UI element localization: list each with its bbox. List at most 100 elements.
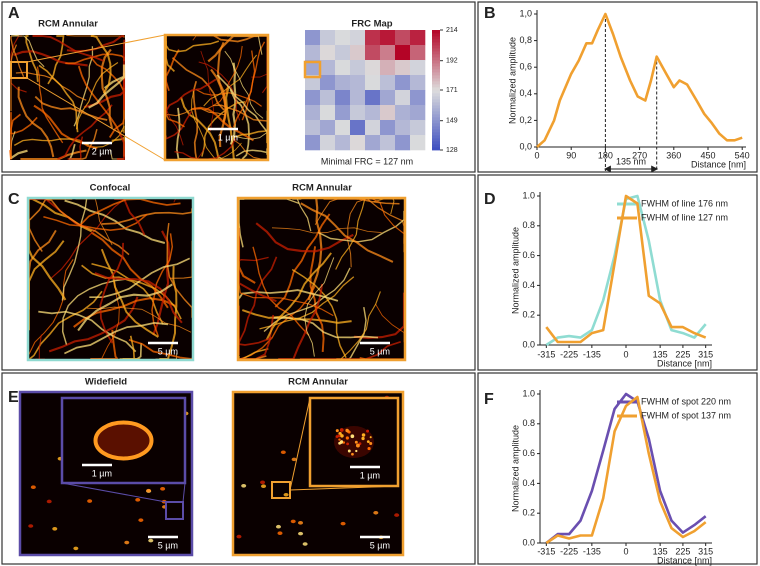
- colorbar-step: [432, 96, 440, 100]
- zoom-link: [182, 482, 186, 503]
- scale-label: 1 µm: [218, 132, 238, 142]
- colorbar-step: [432, 102, 440, 106]
- cell-spot: [302, 542, 308, 546]
- series-line: [545, 392, 707, 545]
- heat-cell: [335, 90, 351, 106]
- filament: [28, 290, 103, 360]
- x-axis-label: Distance [nm]: [657, 358, 712, 368]
- cell-spot: [340, 521, 346, 526]
- filament: [180, 96, 220, 160]
- heat-cell: [335, 120, 351, 136]
- filament: [198, 61, 241, 121]
- cell-spot: [73, 546, 79, 551]
- cell-spot: [30, 485, 36, 490]
- cell-spot: [275, 524, 281, 529]
- cell-spot: [28, 524, 34, 528]
- cell-spot: [369, 441, 373, 446]
- colorbar-step: [432, 99, 440, 103]
- filament: [152, 230, 171, 336]
- heat-cell: [395, 75, 411, 91]
- y-tick-label: 0.0: [522, 339, 535, 349]
- heat-cell: [335, 30, 351, 46]
- cell-spot: [241, 483, 247, 488]
- heat-cell: [350, 120, 366, 136]
- colorbar-step: [432, 72, 440, 76]
- filament: [238, 289, 339, 302]
- filament: [86, 306, 192, 333]
- heat-cell: [380, 120, 396, 136]
- x-tick-label: 135: [653, 349, 668, 359]
- heat-cell: [335, 45, 351, 61]
- cell-spot: [280, 450, 286, 455]
- heat-cell: [320, 60, 336, 76]
- heat-cell: [320, 135, 336, 151]
- cell-spot: [355, 443, 360, 448]
- filament: [216, 74, 268, 132]
- filament: [265, 252, 332, 341]
- cell-spot: [291, 457, 297, 462]
- y-tick-label: 0.0: [522, 537, 535, 547]
- image-border: [308, 396, 400, 488]
- panel-label: B: [484, 5, 496, 22]
- cell-spot: [373, 510, 379, 515]
- filament: [25, 35, 39, 82]
- cell-spot: [355, 449, 358, 453]
- cell-spot: [347, 449, 351, 453]
- panel-frame: [477, 174, 758, 371]
- x-tick-label: 0: [623, 546, 628, 556]
- cell-spot: [394, 513, 400, 517]
- heat-cell: [305, 105, 321, 121]
- heat-cell: [395, 105, 411, 121]
- x-tick-label: 0: [534, 150, 539, 160]
- filament: [10, 36, 25, 77]
- series-line: [536, 12, 743, 148]
- cell-spot: [261, 484, 267, 488]
- zoom-link: [289, 485, 399, 491]
- colorbar-label: 128: [446, 147, 458, 154]
- legend-label: FWHM of spot 137 nm: [641, 410, 731, 420]
- x-tick-label: 540: [735, 150, 750, 160]
- heat-cell: [335, 105, 351, 121]
- heat-cell: [365, 60, 381, 76]
- filament: [50, 198, 125, 279]
- heat-cell: [395, 135, 411, 151]
- colorbar-step: [432, 75, 440, 79]
- colorbar-step: [432, 60, 440, 64]
- filament: [61, 198, 88, 301]
- x-tick-label: 135: [653, 546, 668, 556]
- x-tick-label: 225: [675, 546, 690, 556]
- image-border: [26, 196, 195, 362]
- heat-cell: [380, 45, 396, 61]
- cell-spot: [342, 441, 345, 444]
- cell-spot: [160, 487, 166, 491]
- cell-spot: [148, 538, 154, 543]
- image-border: [18, 390, 194, 557]
- cell-spot: [236, 534, 242, 539]
- heat-cell: [350, 105, 366, 121]
- cell-spot: [46, 499, 52, 504]
- x-tick-label: -225: [560, 349, 578, 359]
- cell-spot: [361, 433, 366, 437]
- filament: [91, 262, 182, 320]
- colorbar-label: 149: [446, 118, 458, 125]
- filament: [57, 104, 113, 160]
- filament: [151, 233, 174, 337]
- heat-cell: [380, 90, 396, 106]
- y-tick-label: 0.6: [522, 250, 535, 260]
- filament: [34, 95, 108, 121]
- heat-cell: [365, 30, 381, 46]
- heat-cell: [395, 45, 411, 61]
- panel-frame: [477, 372, 758, 565]
- filament: [232, 50, 256, 128]
- cell-spot: [138, 518, 144, 522]
- cell-spot: [366, 440, 370, 443]
- heat-cell: [335, 135, 351, 151]
- filament: [166, 223, 193, 318]
- cell-spot: [367, 446, 371, 451]
- y-tick-label: 0.2: [522, 310, 535, 320]
- cell-spot: [354, 440, 358, 444]
- filament: [20, 149, 87, 161]
- filament: [64, 321, 169, 355]
- colorbar-step: [432, 36, 440, 40]
- cell-spot: [369, 436, 372, 439]
